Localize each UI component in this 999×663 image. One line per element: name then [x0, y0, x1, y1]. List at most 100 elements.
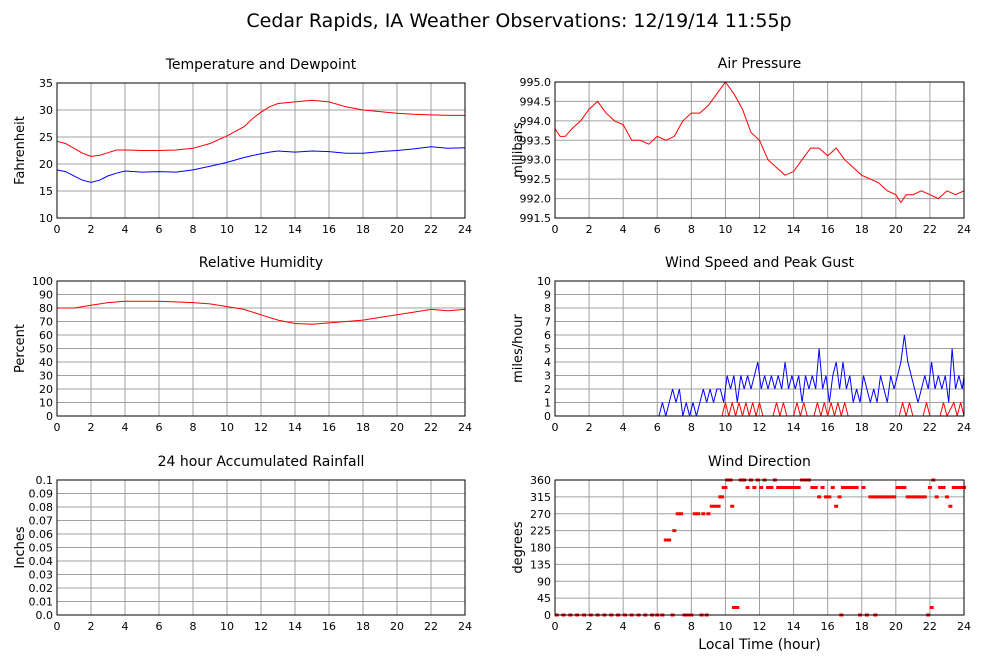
y-tick-label: 0.02 — [29, 582, 54, 595]
data-point — [929, 606, 934, 609]
y-tick-label: 1 — [544, 397, 551, 410]
x-tick-label: 4 — [122, 223, 129, 236]
data-point — [851, 486, 856, 489]
data-point — [881, 495, 886, 499]
x-tick-label: 0 — [552, 620, 559, 633]
data-point — [766, 486, 771, 489]
x-tick-label: 0 — [552, 421, 559, 434]
data-point — [948, 504, 953, 508]
data-point — [841, 486, 846, 489]
x-tick-label: 14 — [288, 223, 302, 236]
x-tick-label: 8 — [688, 421, 695, 434]
x-tick-label: 2 — [586, 223, 593, 236]
data-point — [898, 486, 903, 489]
x-tick-label: 22 — [923, 223, 937, 236]
data-point — [885, 495, 890, 499]
data-point — [709, 504, 714, 508]
x-tick-label: 8 — [688, 620, 695, 633]
data-point — [783, 486, 788, 489]
x-tick-label: 6 — [156, 421, 163, 434]
x-tick-label: 22 — [424, 620, 438, 633]
y-tick-label: 8 — [544, 302, 551, 315]
x-tick-label: 20 — [390, 223, 404, 236]
data-point — [779, 486, 784, 489]
data-point — [723, 486, 728, 489]
chart-title: Wind Speed and Peak Gust — [665, 255, 854, 271]
data-point — [730, 504, 735, 508]
data-point — [701, 512, 706, 516]
y-tick-label: 7 — [544, 316, 551, 329]
x-tick-label: 0 — [54, 620, 61, 633]
y-tick-label: 0.07 — [29, 515, 54, 528]
y-tick-label: 315 — [530, 491, 551, 504]
y-tick-label: 0.0 — [36, 609, 54, 622]
y-tick-label: 992.0 — [520, 193, 552, 206]
x-tick-label: 12 — [753, 421, 767, 434]
chart-rain: 0 2 4 6 8 10 12 14 16 18 20 22 240.00.010.020.030.04… — [13, 454, 472, 633]
y-tick-label: 25 — [39, 131, 53, 144]
x-tick-label: 16 — [821, 620, 835, 633]
data-point — [941, 486, 946, 489]
plot-frame — [56, 82, 466, 219]
x-tick-label: 14 — [787, 421, 801, 434]
chart-title: Wind Direction — [708, 454, 811, 470]
y-tick-label: 992.5 — [520, 173, 552, 186]
y-axis-label: Percent — [13, 324, 28, 373]
x-tick-label: 4 — [122, 620, 129, 633]
x-tick-label: 6 — [654, 223, 661, 236]
y-tick-label: 20 — [39, 383, 53, 396]
data-point — [823, 495, 828, 499]
data-point — [958, 486, 963, 489]
data-point — [927, 486, 932, 489]
data-point — [944, 495, 949, 499]
plot-frame — [56, 280, 466, 417]
chart-title: Relative Humidity — [199, 255, 323, 271]
y-tick-label: 30 — [39, 370, 53, 383]
x-tick-label: 14 — [288, 620, 302, 633]
data-point — [847, 486, 852, 489]
x-axis-label: Local Time (hour) — [698, 637, 820, 653]
chart-humidity: 0 2 4 6 8 10 12 14 16 18 20 22 240102030405060708090… — [13, 255, 472, 434]
data-point — [919, 495, 924, 499]
data-point — [696, 512, 701, 516]
y-tick-label: 10 — [39, 212, 53, 225]
chart-direction: 0 2 4 6 8 10 12 14 16 18 20 22 240459013518022527031… — [511, 454, 971, 653]
data-point — [735, 606, 740, 609]
data-point — [934, 495, 939, 499]
x-tick-label: 16 — [821, 421, 835, 434]
x-tick-label: 22 — [923, 421, 937, 434]
data-point — [951, 486, 956, 489]
x-tick-label: 4 — [122, 421, 129, 434]
y-tick-label: 0 — [46, 410, 53, 423]
series-line-0 — [555, 334, 965, 417]
data-point — [912, 495, 917, 499]
data-point — [909, 495, 914, 499]
plot-frame — [56, 479, 466, 616]
plot-frame — [554, 479, 965, 616]
y-tick-label: 60 — [39, 329, 53, 342]
data-point — [813, 486, 818, 489]
y-tick-label: 270 — [530, 508, 551, 521]
data-point — [679, 512, 684, 516]
x-tick-label: 16 — [821, 223, 835, 236]
y-tick-label: 45 — [537, 592, 551, 605]
chart-pressure: 0 2 4 6 8 10 12 14 16 18 20 22 24991.5992.0992.5993.… — [511, 56, 971, 236]
y-tick-label: 90 — [537, 575, 551, 588]
x-tick-label: 18 — [356, 620, 370, 633]
data-point — [793, 486, 798, 489]
data-point — [786, 486, 791, 489]
data-point — [672, 529, 677, 533]
y-tick-label: 100 — [32, 275, 53, 288]
x-tick-label: 0 — [552, 223, 559, 236]
data-point — [731, 606, 736, 609]
data-point — [820, 486, 825, 489]
x-tick-label: 12 — [254, 620, 268, 633]
chart-title: 24 hour Accumulated Rainfall — [158, 454, 365, 470]
data-point — [827, 495, 832, 499]
y-tick-label: 993.0 — [520, 154, 552, 167]
series-line-0 — [56, 99, 465, 157]
y-tick-label: 225 — [530, 525, 551, 538]
x-tick-label: 6 — [654, 421, 661, 434]
